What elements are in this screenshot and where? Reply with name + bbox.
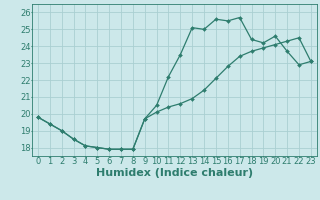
X-axis label: Humidex (Indice chaleur): Humidex (Indice chaleur) bbox=[96, 168, 253, 178]
